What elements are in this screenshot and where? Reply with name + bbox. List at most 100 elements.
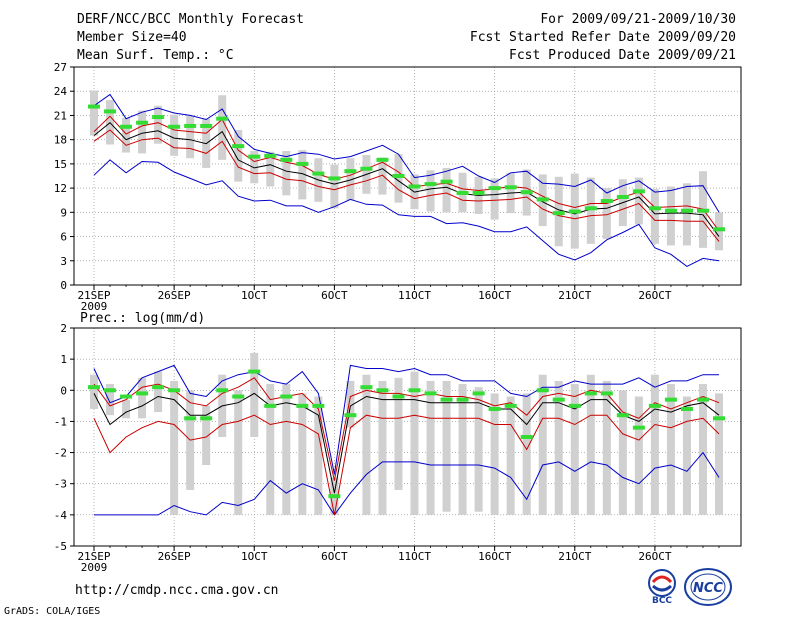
observed-marker [232, 394, 245, 399]
spread-box [618, 390, 627, 515]
observed-marker [488, 186, 501, 191]
lower-line [93, 129, 720, 242]
observed-marker [504, 185, 517, 190]
observed-marker [344, 413, 357, 418]
x-tick-label: 11OCT [398, 550, 431, 563]
spread-box [330, 164, 339, 209]
spread-box [282, 384, 291, 515]
spread-box [698, 384, 707, 515]
observed-marker [360, 385, 373, 390]
observed-marker [376, 388, 389, 393]
y-tick-label: 0 [60, 279, 67, 292]
plot-frame [73, 327, 742, 547]
spread-box [442, 380, 451, 512]
x-tick-label: 11OCT [398, 289, 431, 302]
x-tick-label: 21SEP [77, 550, 110, 563]
spread-box [250, 352, 259, 437]
x-tick-label: 26OCT [638, 550, 671, 563]
x-tick-label: 16OCT [478, 550, 511, 563]
observed-marker [104, 109, 117, 114]
y-tick-label: 24 [54, 85, 68, 98]
observed-marker [184, 416, 197, 421]
start-date: Fcst Started Refer Date 2009/09/20 [469, 30, 736, 45]
spread-box [90, 374, 98, 409]
variable-label: Mean Surf. Temp.: °C [77, 48, 234, 63]
x-tick-label: 16OCT [478, 289, 511, 302]
observed-marker [616, 413, 629, 418]
observed-marker [713, 416, 725, 421]
observed-marker [632, 425, 645, 430]
spread-box [298, 150, 307, 200]
observed-marker [376, 157, 389, 162]
observed-marker [248, 369, 261, 374]
spread-box [715, 393, 723, 515]
spread-box [106, 384, 115, 416]
spread-box [586, 177, 595, 244]
observed-marker [168, 124, 181, 129]
spread-box [682, 183, 691, 246]
spread-box [314, 396, 323, 515]
x-tick-label: 1OCT [241, 289, 268, 302]
observed-marker [136, 391, 149, 396]
grads-credit: GrADS: COLA/IGES [4, 606, 101, 617]
y-tick-label: 6 [60, 231, 67, 244]
observed-marker [312, 171, 325, 176]
spread-box [346, 158, 355, 201]
observed-marker [632, 189, 645, 194]
y-tick-label: 1 [60, 353, 67, 366]
max-line [93, 364, 719, 475]
observed-marker [568, 403, 581, 408]
observed-marker [680, 406, 693, 411]
spread-box [490, 178, 499, 220]
source-url[interactable]: http://cmdp.ncc.cma.gov.cn [75, 583, 279, 598]
spread-box [250, 150, 259, 184]
y-tick-label: 21 [54, 109, 67, 122]
spread-box [490, 393, 499, 515]
ncc-logo: NCC [684, 568, 732, 606]
observed-marker [120, 394, 133, 399]
x-tick-label: 26SEP [158, 550, 191, 563]
min-line [93, 159, 720, 267]
y-tick-label: 9 [60, 206, 67, 219]
observed-marker [296, 403, 309, 408]
observed-marker [88, 385, 100, 390]
observed-marker [713, 227, 725, 232]
x-tick-label: 26OCT [638, 289, 671, 302]
x-tick-label: 26SEP [158, 289, 191, 302]
observed-marker [264, 153, 277, 158]
forecast-period: For 2009/09/21-2009/10/30 [540, 12, 736, 27]
observed-marker [648, 206, 661, 211]
spread-box [522, 393, 531, 515]
spread-box [666, 186, 675, 246]
observed-marker [520, 190, 533, 195]
spread-box [538, 374, 547, 515]
spread-box [186, 115, 195, 159]
spread-box [282, 150, 291, 196]
y-tick-label: 0 [60, 384, 67, 397]
observed-marker [488, 406, 501, 411]
spread-box [138, 377, 147, 419]
observed-marker [536, 388, 549, 393]
spread-box [666, 384, 675, 515]
observed-marker [408, 388, 421, 393]
y-tick-label: 18 [54, 134, 67, 147]
observed-marker [440, 397, 453, 402]
observed-marker [392, 394, 405, 399]
observed-marker [264, 403, 277, 408]
mean-line [93, 392, 720, 494]
y-tick-label: -3 [54, 478, 67, 491]
observed-marker [152, 115, 165, 120]
spread-box [442, 167, 451, 213]
y-tick-label: -4 [54, 509, 68, 522]
observed-marker [648, 403, 661, 408]
observed-marker [424, 182, 437, 187]
observed-marker [200, 123, 213, 128]
observed-marker [616, 194, 629, 199]
spread-box [202, 405, 211, 466]
spread-box [634, 177, 643, 225]
observed-marker [312, 403, 325, 408]
observed-marker [360, 166, 373, 171]
observed-marker [536, 197, 549, 202]
member-size: Member Size=40 [77, 30, 187, 45]
spread-box [394, 377, 403, 490]
